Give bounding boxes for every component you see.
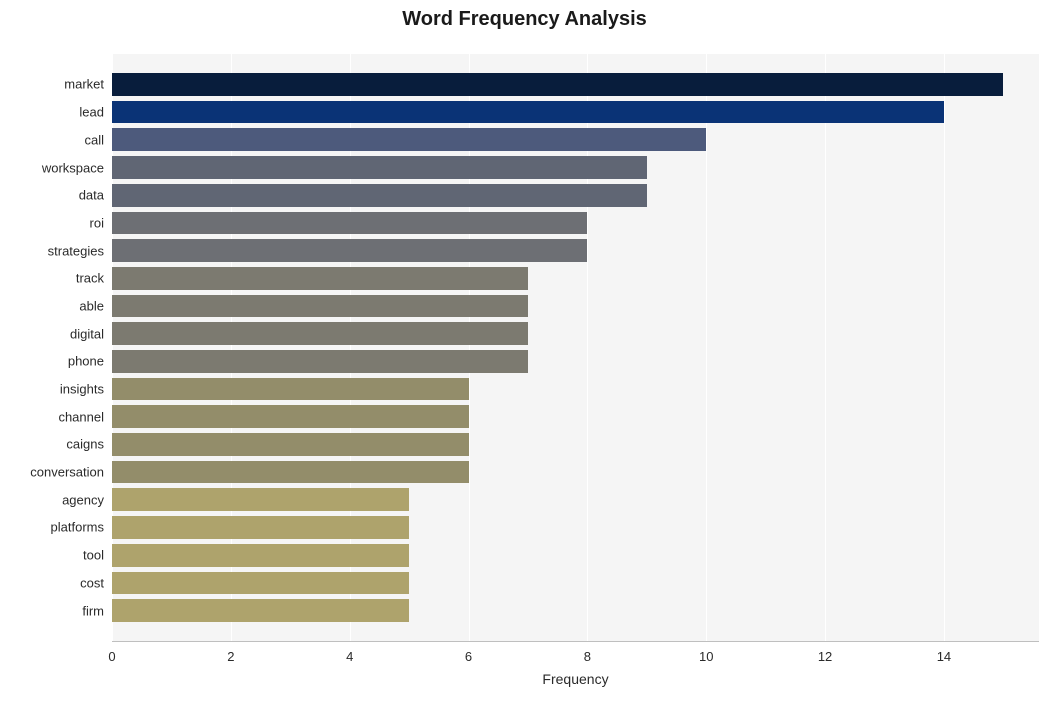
y-tick-label: call xyxy=(84,132,112,147)
x-tick-label: 0 xyxy=(108,641,115,664)
bar-row xyxy=(112,128,1039,151)
y-tick-label: digital xyxy=(70,326,112,341)
y-tick-label: cost xyxy=(80,575,112,590)
bar-row xyxy=(112,488,1039,511)
bar-row xyxy=(112,599,1039,622)
bar xyxy=(112,461,469,484)
bar xyxy=(112,572,409,595)
x-tick-label: 4 xyxy=(346,641,353,664)
y-tick-label: track xyxy=(76,271,112,286)
bar-row xyxy=(112,239,1039,262)
y-tick-label: agency xyxy=(62,492,112,507)
chart-container: Word Frequency Analysis marketleadcallwo… xyxy=(0,0,1049,701)
bar xyxy=(112,433,469,456)
y-tick-label: able xyxy=(79,298,112,313)
y-tick-label: platforms xyxy=(51,520,112,535)
bar-row xyxy=(112,156,1039,179)
x-tick-label: 10 xyxy=(699,641,713,664)
x-tick-label: 8 xyxy=(584,641,591,664)
bar-row xyxy=(112,350,1039,373)
bar-row xyxy=(112,461,1039,484)
bar-row xyxy=(112,73,1039,96)
y-tick-label: workspace xyxy=(42,160,112,175)
y-tick-label: phone xyxy=(68,354,112,369)
bar xyxy=(112,405,469,428)
y-tick-label: insights xyxy=(60,382,112,397)
x-tick-label: 2 xyxy=(227,641,234,664)
bar xyxy=(112,73,1003,96)
bar-row xyxy=(112,101,1039,124)
y-tick-label: market xyxy=(64,77,112,92)
x-axis-line xyxy=(112,641,1039,642)
bar xyxy=(112,212,587,235)
x-tick-label: 14 xyxy=(937,641,951,664)
bar xyxy=(112,101,944,124)
bar-row xyxy=(112,378,1039,401)
bar xyxy=(112,184,647,207)
y-tick-label: caigns xyxy=(66,437,112,452)
bar xyxy=(112,488,409,511)
bar-row xyxy=(112,295,1039,318)
x-axis-label: Frequency xyxy=(542,671,608,687)
y-tick-label: roi xyxy=(90,215,112,230)
bar xyxy=(112,267,528,290)
bar-row xyxy=(112,516,1039,539)
bar-row xyxy=(112,322,1039,345)
y-tick-label: strategies xyxy=(48,243,112,258)
y-tick-label: conversation xyxy=(30,465,112,480)
bar xyxy=(112,378,469,401)
x-tick-label: 6 xyxy=(465,641,472,664)
bar-row xyxy=(112,267,1039,290)
bar xyxy=(112,544,409,567)
bar-row xyxy=(112,544,1039,567)
bar xyxy=(112,350,528,373)
bar xyxy=(112,516,409,539)
bar-row xyxy=(112,572,1039,595)
y-tick-label: data xyxy=(79,188,112,203)
bar xyxy=(112,599,409,622)
bar-row xyxy=(112,184,1039,207)
y-tick-label: tool xyxy=(83,548,112,563)
bar xyxy=(112,322,528,345)
y-tick-label: lead xyxy=(79,105,112,120)
bar-row xyxy=(112,433,1039,456)
chart-title: Word Frequency Analysis xyxy=(0,8,1049,31)
y-tick-label: firm xyxy=(82,603,112,618)
x-tick-label: 12 xyxy=(818,641,832,664)
bar xyxy=(112,239,587,262)
bar xyxy=(112,156,647,179)
bar-row xyxy=(112,405,1039,428)
plot-area: marketleadcallworkspacedataroistrategies… xyxy=(112,54,1039,641)
bar-row xyxy=(112,212,1039,235)
bar xyxy=(112,128,706,151)
y-tick-label: channel xyxy=(58,409,112,424)
bar xyxy=(112,295,528,318)
